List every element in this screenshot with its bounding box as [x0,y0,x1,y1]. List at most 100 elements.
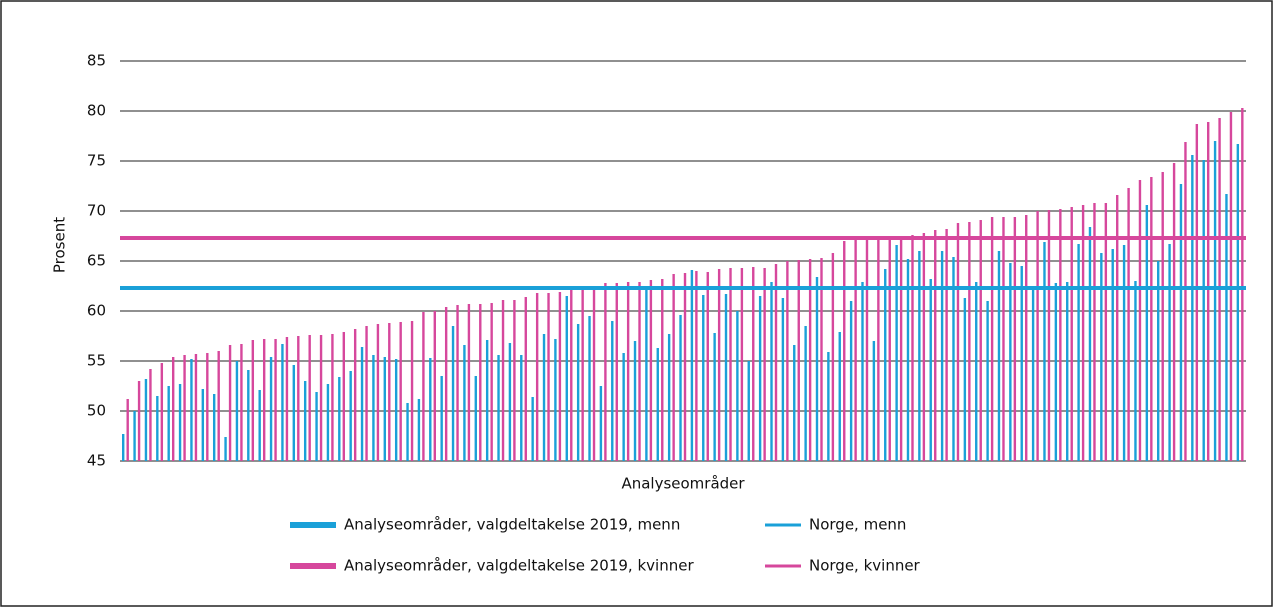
bar [656,348,659,461]
bar [247,370,250,461]
legend-label: Analyseområder, valgdeltakelse 2019, kvi… [344,557,694,575]
bar [240,344,243,461]
legend-label: Norge, menn [809,516,906,534]
bar [338,377,341,461]
bar [672,274,675,461]
bar [831,253,835,461]
bar [183,355,186,461]
bar [308,335,311,461]
bar [576,324,580,461]
bar [433,311,436,461]
bar [934,230,937,461]
y-tick-label: 85 [87,52,106,70]
bar [178,384,182,461]
bar [581,287,584,461]
bar [547,293,550,461]
bar [820,258,823,461]
bar [212,394,216,461]
bar [160,363,164,461]
y-tick-label: 60 [87,302,106,320]
bar [615,283,618,461]
bar [918,251,921,461]
y-tick-label: 45 [87,452,106,470]
bar [274,339,277,461]
bar [1150,177,1153,461]
bar [849,301,853,461]
bar [740,268,744,461]
y-tick-label: 70 [87,202,106,220]
bar [706,272,709,461]
bar [758,296,762,461]
bar [622,353,625,461]
y-tick-label: 50 [87,402,106,420]
bar [417,399,421,461]
bar [228,345,232,461]
bar [724,294,728,461]
bar [297,336,300,461]
bar [171,357,175,461]
bar [1122,245,1126,461]
bar [303,381,307,461]
bar [497,355,500,461]
bar [122,434,125,461]
bar [406,403,409,461]
bar [1020,266,1023,461]
bar [167,386,170,461]
bar [717,269,721,461]
bar [531,397,534,461]
bar [838,332,841,461]
y-axis-title: Prosent [51,217,69,273]
bar [956,223,960,461]
bar [1161,172,1164,461]
bar [975,282,978,461]
legend-label: Norge, kvinner [809,557,921,575]
bar [410,321,414,461]
bar [611,321,614,461]
bar [315,392,318,461]
bar [399,322,402,461]
bar [258,390,261,461]
bar [235,361,239,461]
bar [126,399,129,461]
bar [508,343,512,461]
bar [633,341,637,461]
bar [451,326,455,461]
bar [702,295,705,461]
bar [1207,122,1210,461]
bar [872,341,876,461]
bar [854,240,857,461]
bar [827,352,830,461]
bar [588,316,591,461]
bar [1036,211,1039,461]
bar [922,233,926,461]
bar [786,261,789,461]
bar [565,296,568,461]
bar [797,260,800,461]
bar [383,357,386,461]
bar [952,257,955,461]
bar [638,282,641,461]
bar [679,315,682,461]
bar [422,312,425,461]
bar [365,326,368,461]
bar [1104,203,1108,461]
bar [945,229,948,461]
bar [217,351,220,461]
bar [877,239,880,461]
bar [1093,203,1096,461]
bar [456,305,459,461]
bar [144,379,148,461]
bar [979,220,982,461]
bar [729,268,732,461]
bar [342,332,346,461]
bar [815,277,819,461]
bar [1081,205,1085,461]
bar [1002,217,1005,461]
bar [592,286,596,461]
y-tick-label: 80 [87,102,106,120]
bar [467,304,471,461]
bar [1168,244,1171,461]
bar [372,355,375,461]
bar [888,239,891,461]
bar [1241,108,1244,461]
